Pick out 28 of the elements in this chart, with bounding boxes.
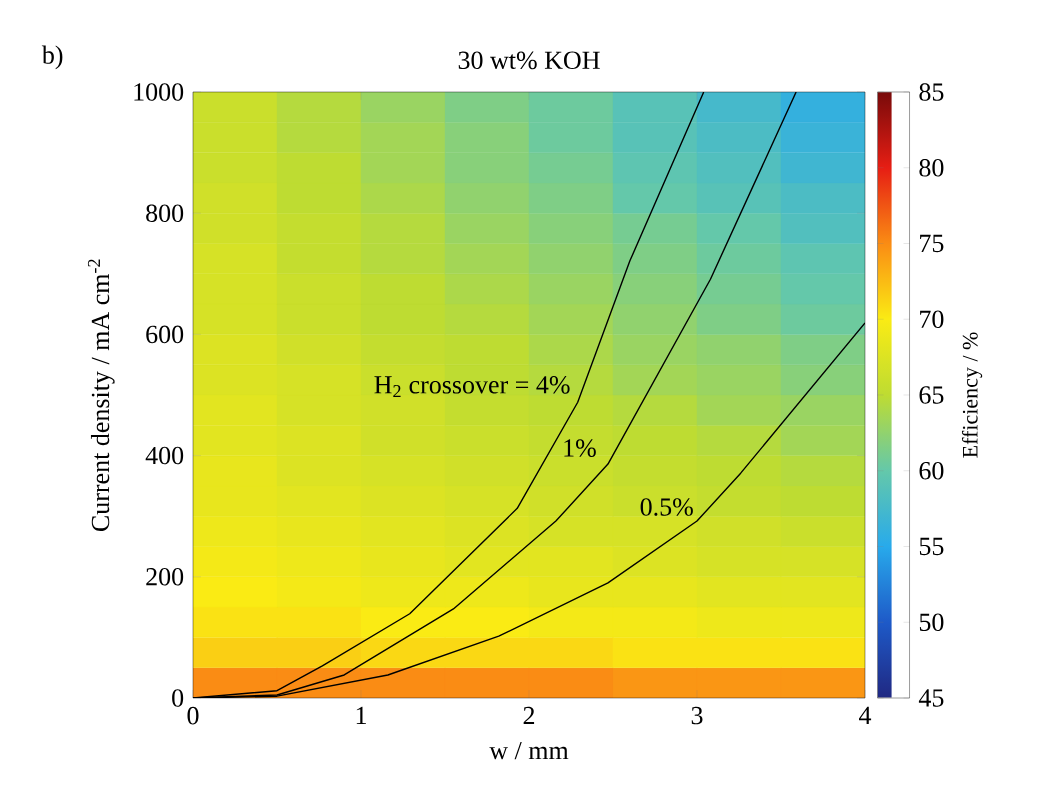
- y-tick-label: 600: [146, 325, 184, 344]
- y-tick-label: 0: [172, 689, 184, 707]
- color-bar-label: 45: [918, 689, 944, 707]
- y-tick-label: 200: [146, 568, 184, 586]
- series-label: 1%: [564, 439, 596, 457]
- x-tick-label: 4: [859, 706, 872, 724]
- y-tick-label: 1000: [134, 83, 184, 101]
- x-tick-label: 2: [523, 706, 535, 725]
- color-bar-label: 70: [920, 310, 944, 329]
- y-tick-label: 400: [145, 446, 184, 465]
- y-tick-label: 800: [146, 204, 184, 222]
- chart-title: 30 wt% KOH: [458, 51, 600, 70]
- x-tick-label: 0: [187, 706, 199, 725]
- y-axis-title: Current density / mA cm$^{-2}$: [87, 259, 115, 532]
- x-tick-label: 1: [356, 706, 366, 725]
- color-bar-label: 80: [919, 158, 944, 177]
- color-bar-label: 65: [919, 386, 944, 404]
- color-bar-title: Efficiency / %: [961, 332, 983, 458]
- x-tick-label: 3: [691, 706, 703, 725]
- color-bar-label: 50: [919, 613, 944, 632]
- color-bar-label: 55: [919, 537, 944, 556]
- text: b): [41, 45, 63, 70]
- color-bar-label: 85: [919, 83, 944, 101]
- x-axis-title: w / mm: [489, 741, 569, 760]
- color-bar-label: 60: [919, 461, 944, 480]
- series-label: 0.5%: [640, 498, 693, 516]
- series-label: H$_{2}$ crossover = 4%: [374, 376, 570, 398]
- color-bar-label: 75: [920, 234, 944, 253]
